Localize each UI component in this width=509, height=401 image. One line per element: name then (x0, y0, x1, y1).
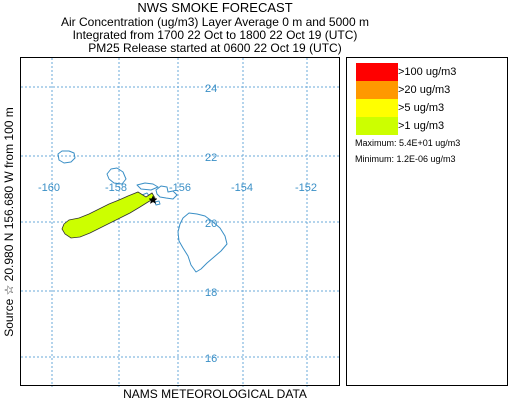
island-maui (155, 185, 178, 200)
lat-tick-label: 22 (205, 152, 217, 164)
legend-label: >20 ug/m3 (398, 84, 451, 96)
lon-tick-label: -158 (105, 182, 127, 194)
lat-tick-label: 20 (205, 218, 217, 230)
lon-tick-label: -152 (295, 182, 317, 194)
forecast-title: NWS SMOKE FORECAST (137, 0, 293, 15)
legend-maximum: Maximum: 5.4E+01 ug/m3 (355, 138, 461, 148)
star-icon (148, 195, 158, 204)
map-canvas: -160 -158 -156 -154 -152 24 22 20 18 16 (21, 58, 341, 387)
source-location-label: Source ☆ 20.980 N 156.680 W from 100 m (2, 107, 16, 337)
island-oahu (106, 167, 127, 185)
legend-swatch-100 (356, 63, 398, 81)
island-hawaii (177, 212, 228, 273)
lat-tick-label: 16 (205, 353, 217, 365)
lon-tick-label: -154 (231, 182, 253, 194)
forecast-subtitle-concentration: Air Concentration (ug/m3) Layer Average … (61, 15, 369, 29)
legend-label: >5 ug/m3 (398, 102, 445, 114)
legend-label: >100 ug/m3 (398, 66, 457, 78)
lat-tick-label: 18 (205, 287, 217, 299)
lat-tick-label: 24 (205, 83, 217, 95)
lon-tick-label: -156 (169, 182, 191, 194)
lon-tick-label: -160 (38, 182, 60, 194)
legend-swatch-5 (356, 99, 398, 117)
legend-minimum: Minimum: 1.2E-06 ug/m3 (355, 154, 456, 164)
island-kahoolawe (154, 200, 161, 206)
legend-label: >1 ug/m3 (398, 120, 445, 132)
island-molokai (136, 182, 159, 191)
forecast-subtitle-release: PM25 Release started at 0600 22 Oct 19 (… (88, 41, 342, 55)
data-source-footer: NAMS METEOROLOGICAL DATA (123, 387, 307, 401)
map-panel: -160 -158 -156 -154 -152 24 22 20 18 16 (20, 57, 341, 387)
legend-panel: >100 ug/m3 >20 ug/m3 >5 ug/m3 >1 ug/m3 M… (346, 57, 508, 386)
legend-item: >1 ug/m3 (356, 117, 444, 135)
legend-item: >5 ug/m3 (356, 99, 444, 117)
legend-swatch-20 (356, 81, 398, 99)
legend-item: >100 ug/m3 (356, 63, 456, 81)
forecast-subtitle-integration: Integrated from 1700 22 Oct to 1800 22 O… (72, 28, 358, 42)
island-kauai (57, 150, 76, 164)
legend-item: >20 ug/m3 (356, 81, 450, 99)
legend-swatch-1 (356, 117, 398, 135)
smoke-plume (61, 191, 156, 239)
